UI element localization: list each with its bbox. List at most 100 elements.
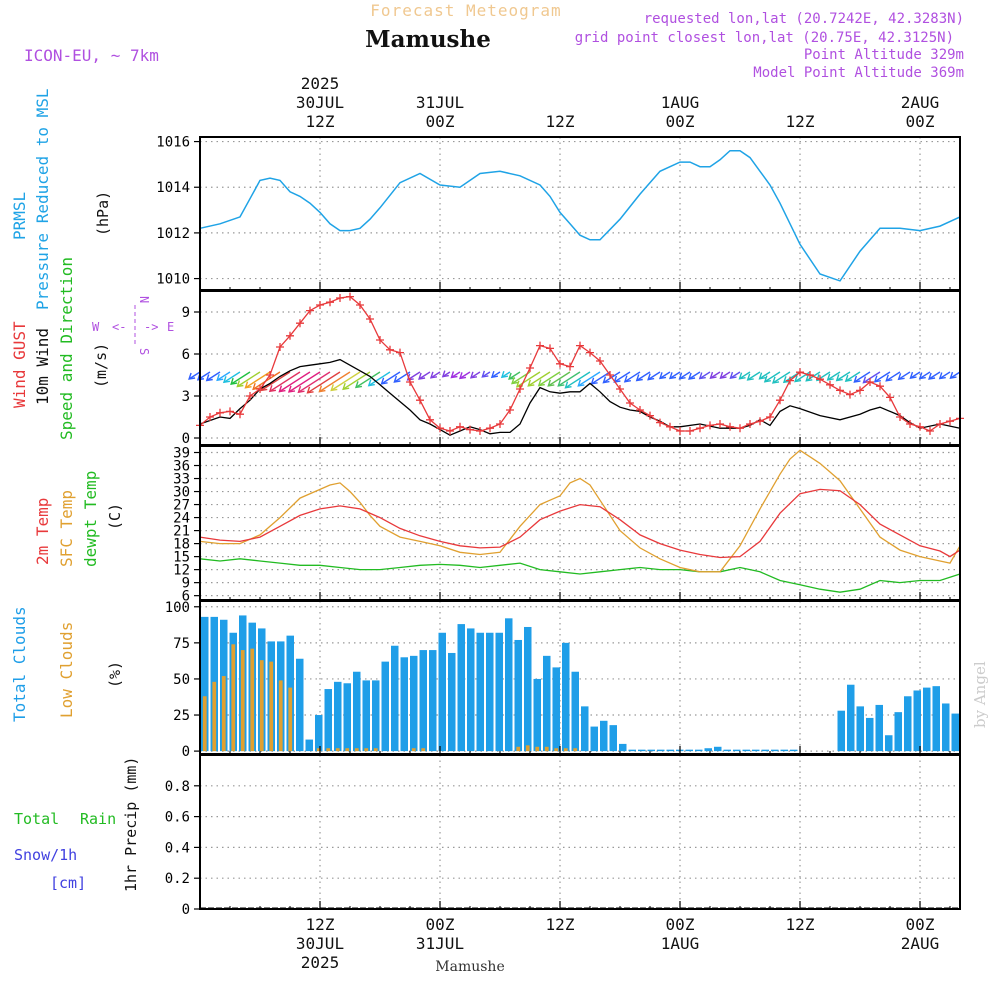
total-cloud-bar (951, 713, 959, 752)
wind-arrow-shaft (827, 371, 841, 381)
precip-total-label: Total (14, 810, 59, 828)
low-cloud-bar (269, 661, 274, 752)
total-cloud-bar (486, 632, 494, 752)
wind-arrow-head (393, 375, 401, 383)
wind-arrow-shaft (764, 371, 781, 383)
low-cloud-bar (525, 745, 530, 752)
snow-label: Snow/1h (14, 846, 77, 864)
low-cloud-bar (326, 748, 331, 752)
wind-arrow-head (441, 370, 449, 378)
y-tick-label: 0.6 (165, 810, 190, 826)
gust-point (466, 425, 474, 434)
total-cloud-bar (533, 678, 541, 752)
bottom-time-label: 00Z (426, 915, 455, 934)
y-tick-label: 6 (182, 347, 190, 363)
wind-arrow-shaft (565, 371, 591, 389)
wind-arrow (205, 371, 221, 382)
gust-point (296, 319, 304, 328)
top-time-label: 12Z (786, 112, 815, 131)
gust-point (886, 393, 894, 402)
wind-arrow-head (469, 371, 478, 379)
wind-arrow-shaft (237, 371, 261, 388)
wind-arrow-shaft (688, 371, 701, 380)
wind-arrow (318, 371, 351, 393)
y-tick-label: 15 (173, 550, 190, 566)
y-tick-label: 9 (182, 576, 190, 592)
gust-point (696, 424, 704, 433)
wind-arrow-head (330, 384, 338, 392)
total-cloud-bar (457, 624, 465, 752)
wind-arrow (738, 371, 751, 380)
gust-point (626, 399, 634, 407)
wind-arrow-head (873, 375, 881, 383)
total-cloud-bar (790, 749, 798, 752)
low-cloud-bar (231, 644, 236, 752)
total-cloud-bar (524, 626, 532, 752)
gust-point (286, 331, 294, 340)
dewpt-label: dewpt Temp (81, 471, 100, 567)
wind-arrow (500, 370, 511, 379)
gust-point (636, 406, 644, 414)
wind-arrow-shaft (624, 371, 641, 383)
point-altitude: Point Altitude 329m (804, 47, 964, 63)
wind-arrow-head (418, 372, 426, 380)
total-cloud-bar (343, 683, 351, 752)
wind-arrow-head (647, 373, 655, 381)
wind-arrow (537, 371, 561, 387)
low-cloud-bar (288, 687, 293, 752)
gust-point (316, 301, 324, 309)
y-tick-label: 0.8 (165, 779, 190, 795)
total-cloud-bar (875, 704, 883, 752)
total-cloud-bar (932, 686, 940, 752)
gust-label: Wind GUST (10, 321, 29, 408)
total-cloud-bar (647, 749, 655, 752)
y-tick-label: 33 (173, 472, 190, 488)
wind-arrow (635, 371, 651, 382)
footer-station: Mamushe (435, 959, 504, 975)
wind-arrow (873, 371, 891, 383)
gust-point (456, 422, 464, 431)
wind-arrow (835, 371, 851, 382)
low-cloud-bar (335, 748, 340, 752)
gust-point (556, 359, 564, 368)
wind-arrow-head (602, 376, 610, 384)
wind-arrow-shaft (508, 371, 521, 380)
wind-arrow-shaft (459, 371, 471, 379)
y-tick-label: 30 (173, 485, 190, 501)
total-cloud-bar (571, 671, 579, 752)
wind-arrow-shaft (845, 371, 861, 382)
wind-arrow-shaft (223, 371, 241, 383)
wind-unit: (m/s) (92, 343, 110, 388)
meteogram-subtitle: Forecast Meteogram (370, 1, 561, 20)
clouds-unit: (%) (106, 661, 124, 688)
low-clouds-label: Low Clouds (57, 622, 76, 718)
wind-arrow-shaft (928, 371, 941, 380)
gust-point (706, 421, 714, 430)
total-clouds-label: Total Clouds (10, 606, 29, 722)
gust-point (266, 371, 274, 379)
y-tick-label: 39 (173, 446, 190, 462)
wind-arrow (527, 371, 551, 387)
total-cloud-bar (866, 717, 874, 752)
y-tick-label: 36 (173, 459, 190, 475)
bottom-time-label: 30JUL (296, 934, 344, 953)
wind-arrow-shaft (298, 371, 331, 393)
wind-arrow-head (729, 371, 737, 379)
gust-point (786, 376, 794, 385)
wind-arrow-head (481, 370, 489, 378)
total-cloud-bar (381, 661, 389, 752)
wind-arrow (354, 371, 381, 389)
wind-arrow (429, 371, 441, 379)
wind-arrow-shaft (516, 371, 541, 388)
wind-arrow-shaft (919, 371, 931, 380)
total-cloud-bar (467, 628, 475, 752)
chart-panels: 1010101210141016036969121518212427303336… (156, 135, 964, 918)
wind-arrow (216, 371, 231, 382)
wind-arrow-head (406, 373, 414, 381)
wind-arrow-shaft (885, 371, 901, 382)
wind-arrow (719, 371, 731, 379)
t2m-label: 2m Temp (33, 498, 52, 565)
bottom-time-label: 1AUG (661, 934, 700, 953)
wind-arrow (481, 370, 491, 378)
